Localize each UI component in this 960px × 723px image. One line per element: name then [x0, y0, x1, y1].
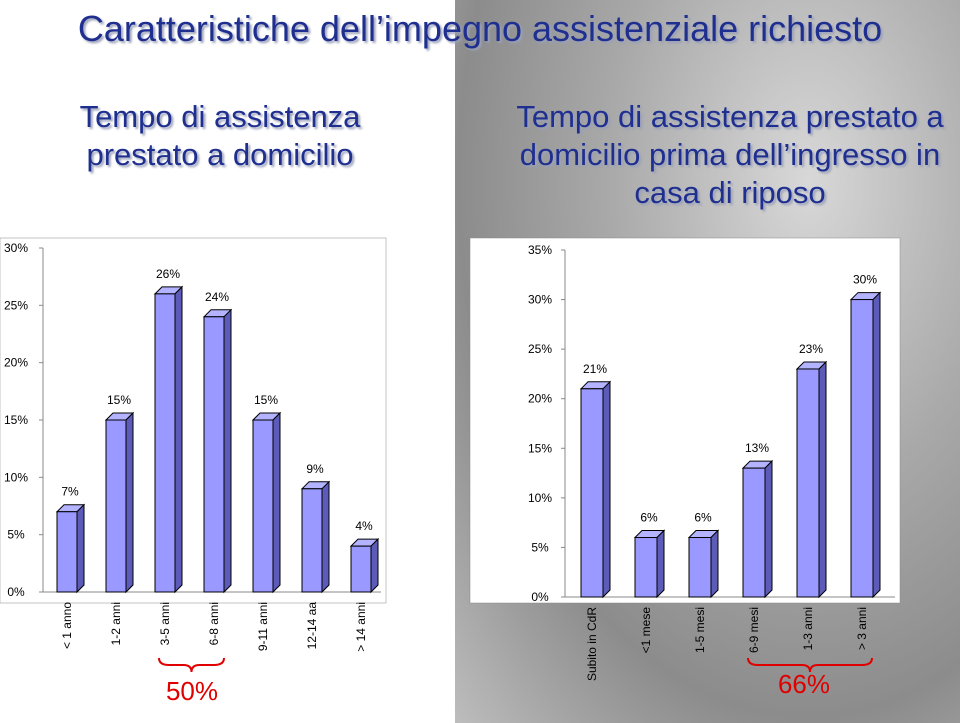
bar-side [602, 380, 611, 599]
x-tick-label: 1-2 anni [109, 602, 123, 645]
y-tick-label: 15% [528, 441, 552, 455]
y-tick-label: 35% [528, 243, 552, 257]
bar [203, 316, 225, 593]
y-tick-label: 20% [528, 392, 552, 406]
bar [105, 419, 127, 593]
x-tick-label: > 3 anni [855, 607, 869, 650]
bar-side [656, 529, 665, 599]
y-tick-label: 15% [4, 413, 28, 427]
y-tick-label: 0% [531, 590, 549, 604]
y-tick-label: 25% [4, 298, 28, 312]
x-tick-label: < 1 anno [60, 602, 74, 649]
bar-side [174, 285, 183, 594]
bar [301, 488, 323, 593]
value-label: 7% [61, 485, 79, 499]
bar [634, 537, 658, 598]
value-label: 15% [107, 393, 131, 407]
bar [350, 545, 372, 593]
value-label: 21% [583, 362, 607, 376]
bar-side [872, 291, 881, 599]
annotation: 66% [778, 669, 830, 699]
y-tick-label: 5% [531, 540, 549, 554]
plot-background [469, 237, 901, 604]
value-label: 6% [694, 511, 712, 525]
bar-side [370, 537, 379, 594]
bar [154, 293, 176, 593]
bar-side [818, 360, 827, 599]
bar [742, 467, 766, 598]
y-tick-label: 25% [528, 342, 552, 356]
bar-side [223, 308, 232, 594]
x-tick-label: 1-5 mesi [693, 607, 707, 653]
bar-side [272, 411, 281, 594]
bar [252, 419, 274, 593]
bar-side [321, 480, 330, 594]
slide-title: Caratteristiche dell’impegno assistenzia… [77, 8, 883, 49]
x-tick-label: > 14 anni [354, 602, 368, 652]
x-tick-label: <1 mese [639, 607, 653, 654]
y-tick-label: 10% [4, 470, 28, 484]
x-tick-label: Subito in CdR [585, 607, 599, 681]
bar-side [125, 411, 134, 594]
brace [158, 657, 225, 673]
y-tick-label: 30% [4, 241, 28, 255]
value-label: 6% [640, 511, 658, 525]
chart-title: Tempo di assistenza prestato a domicilio [79, 99, 361, 172]
value-label: 15% [254, 393, 278, 407]
value-label: 13% [745, 441, 769, 455]
bar [580, 388, 604, 598]
bar-side [710, 529, 719, 599]
x-tick-label: 12-14 aa [305, 602, 319, 650]
value-label: 24% [205, 290, 229, 304]
x-tick-label: 9-11 anni [256, 602, 270, 651]
bar [850, 299, 874, 598]
value-label: 26% [156, 267, 180, 281]
value-label: 23% [799, 342, 823, 356]
value-label: 30% [853, 273, 877, 287]
y-tick-label: 0% [7, 585, 25, 599]
bar [56, 511, 78, 593]
value-label: 4% [355, 519, 373, 533]
value-label: 9% [306, 462, 324, 476]
y-tick-label: 20% [4, 356, 28, 370]
bar-side [764, 459, 773, 599]
x-tick-label: 6-9 mesi [747, 607, 761, 653]
y-tick-label: 10% [528, 491, 552, 505]
bar [688, 537, 712, 598]
x-tick-label: 3-5 anni [158, 602, 172, 645]
chart-title: Tempo di assistenza prestato a domicilio… [516, 99, 944, 210]
annotation: 50% [166, 676, 218, 706]
brace [747, 657, 873, 673]
x-tick-label: 6-8 anni [207, 602, 221, 645]
x-tick-label: 1-3 anni [801, 607, 815, 650]
bar [796, 368, 820, 598]
bar-side [76, 503, 85, 594]
y-tick-label: 5% [7, 528, 25, 542]
y-tick-label: 30% [528, 293, 552, 307]
